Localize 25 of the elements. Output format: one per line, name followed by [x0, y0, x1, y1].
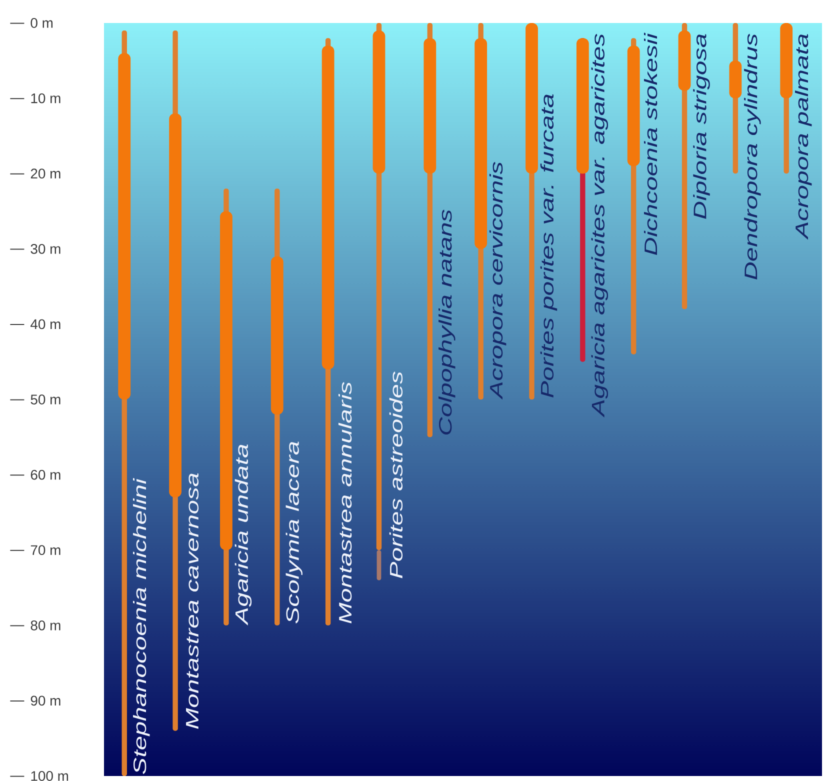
x-tick-label: Dendropora cylindrus [744, 34, 761, 280]
y-tick-label: 50 m [30, 394, 60, 404]
x-tick-label: Agaricia agaricites var. agaricites [591, 34, 608, 418]
y-tick-label: 60 m [30, 470, 60, 480]
y-tick-label: 80 m [30, 620, 60, 630]
x-tick-label: Diploria strigosa [693, 34, 710, 219]
x-tick-label: Agaricia undata [234, 444, 252, 626]
x-tick-label: Porites astreoides [389, 371, 403, 578]
x-tick-label: Dichcoenia stokesii [644, 32, 658, 255]
x-tick-label: Scolymia lacera [286, 442, 302, 624]
y-tick-label: 90 m [30, 696, 60, 706]
x-tick-label: Acropora cervicornis [489, 162, 506, 400]
x-tick-label: Porites porites var. furcata [540, 94, 558, 398]
y-tick-label: 0 m [30, 18, 53, 28]
y-tick-label: 10 m [31, 93, 60, 104]
y-tick-label: 30 m [30, 244, 60, 254]
x-tick-label: Montastrea cavernosa [186, 473, 199, 729]
y-tick-label: 40 m [30, 319, 60, 330]
x-tick-label: Acropora palmata [795, 34, 812, 240]
x-tick-label: Colpophyllia natans [438, 210, 456, 435]
y-tick-label: 20 m [30, 168, 60, 179]
x-tick-label: Montastrea annularis [338, 382, 352, 624]
y-tick-label: 70 m [30, 545, 60, 556]
x-tick-label: Stephanocoenia michelini [133, 478, 150, 774]
y-tick-label: 100 m [31, 771, 68, 781]
